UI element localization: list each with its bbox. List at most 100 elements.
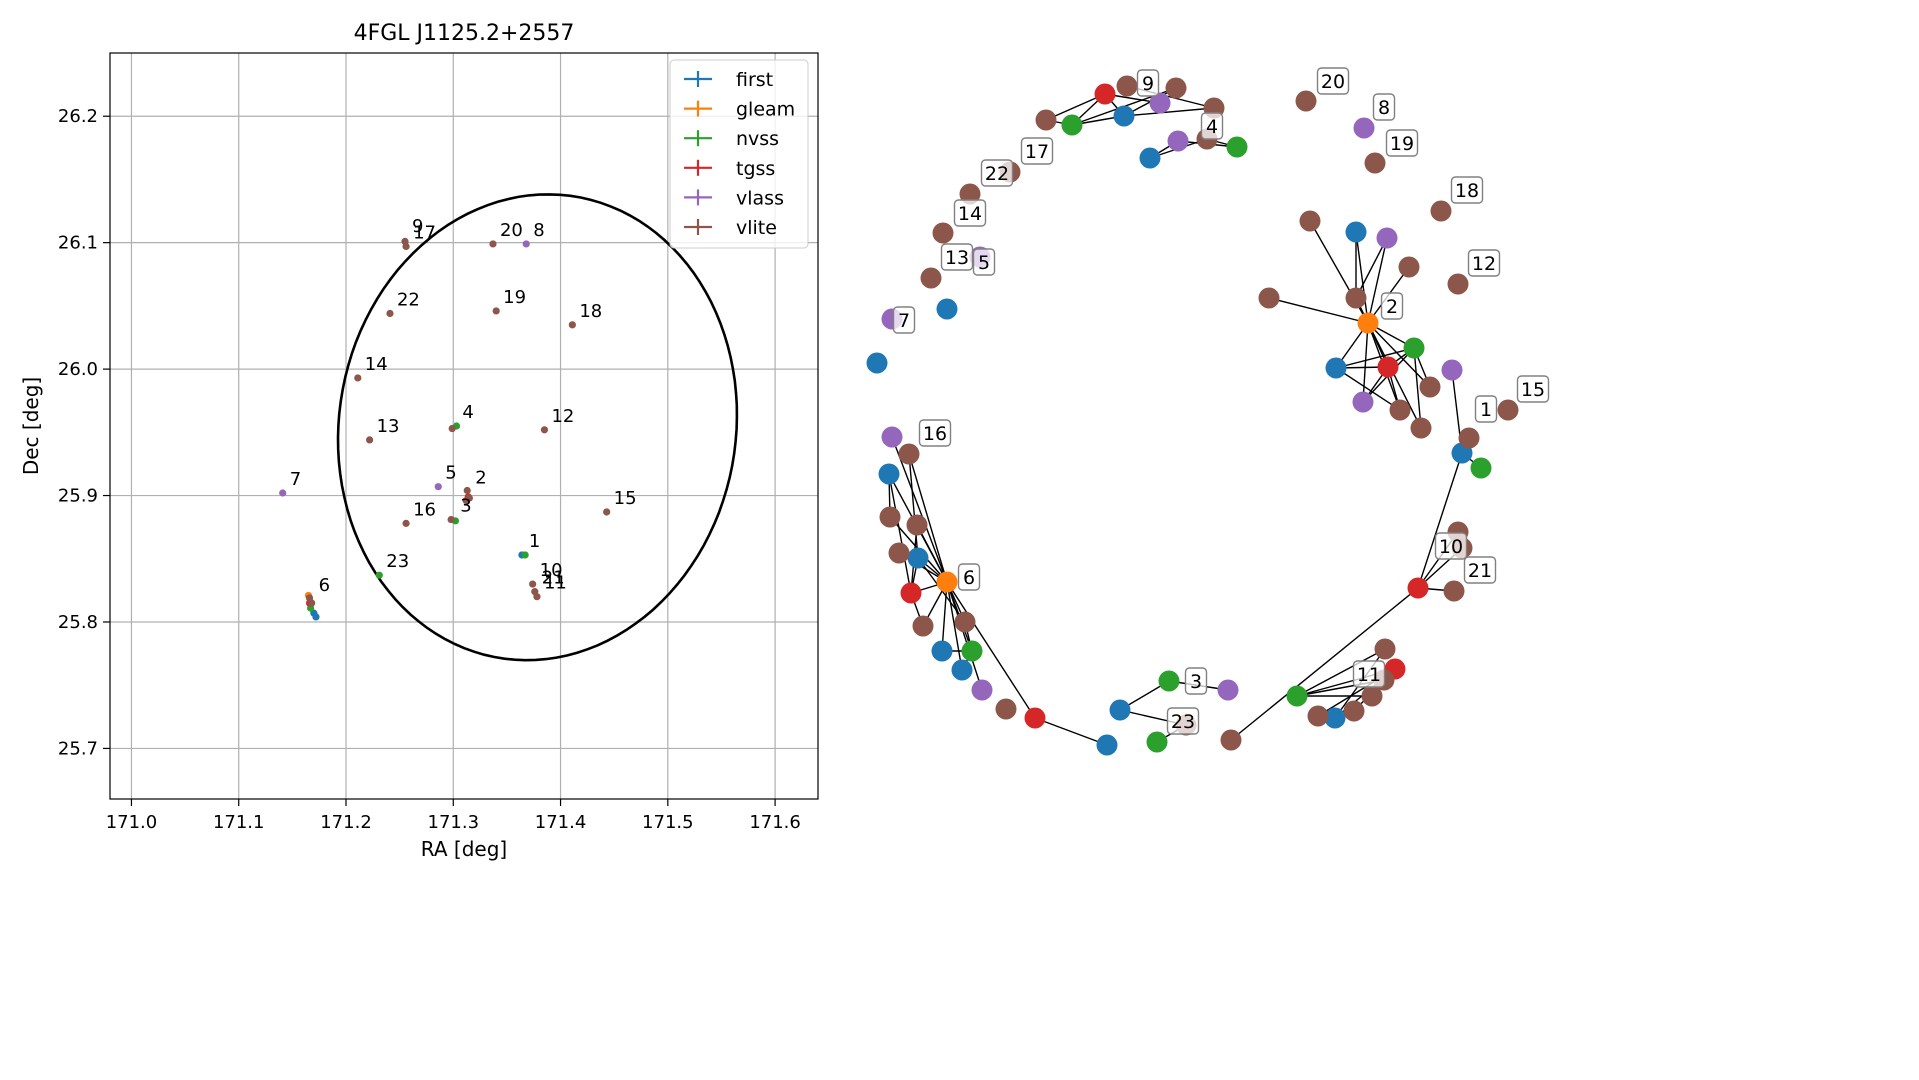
first-node [1096, 734, 1118, 756]
graph-edge [1123, 107, 1215, 117]
x-tick-label: 171.3 [428, 812, 480, 833]
point-label: 6 [319, 575, 330, 596]
graph-edge [1296, 648, 1386, 697]
vlite-point [529, 580, 537, 588]
vlite-node [1307, 705, 1329, 727]
point-label: 7 [290, 469, 301, 490]
tgss-node [1377, 356, 1399, 378]
node-label-box [1020, 137, 1054, 165]
node-label: 10 [1434, 532, 1468, 560]
node-label: 21 [1463, 556, 1497, 584]
first-node [936, 298, 958, 320]
first-node [951, 659, 973, 681]
node-label: 13 [940, 243, 974, 271]
x-tick-label: 171.5 [642, 812, 694, 833]
plot-frame [109, 52, 819, 800]
y-tick-label: 25.9 [58, 486, 98, 507]
graph-edge [1367, 322, 1431, 388]
graph-edge [888, 473, 912, 594]
vlite-node [1398, 256, 1420, 278]
node-label-box [1184, 667, 1208, 695]
node-label-box [1200, 112, 1224, 140]
point-label: 3 [460, 496, 471, 517]
vlite-point [603, 508, 611, 516]
point-label: 23 [386, 551, 409, 572]
y-axis-label: Dec [deg] [19, 377, 43, 475]
graph-edge [908, 453, 948, 583]
vlass-point [279, 489, 287, 497]
node-label-box [957, 563, 981, 591]
vlite-node [1410, 417, 1432, 439]
vlite-point [386, 309, 394, 318]
graph-edge [916, 524, 948, 583]
gleam-node [1357, 312, 1379, 334]
gleam-node [936, 571, 958, 593]
vlite-node [1035, 109, 1057, 131]
nvss-node [961, 640, 983, 662]
first-node [878, 463, 900, 485]
vlite-node [1374, 638, 1396, 660]
graph-edge [946, 581, 1036, 719]
node-label-text: 12 [1472, 253, 1496, 275]
vlite-node [959, 183, 981, 205]
x-tick-label: 171.0 [106, 812, 158, 833]
chart-title: 4FGL J1125.2+2557 [354, 21, 575, 46]
node-label: 2 [1380, 292, 1404, 320]
vlite-node [898, 443, 920, 465]
graph-edge [946, 581, 983, 691]
nvss-point [375, 571, 383, 579]
y-tick-label: 26.0 [58, 359, 98, 380]
vlite-point [568, 321, 576, 329]
vlass-node [1353, 117, 1375, 139]
vlite-point [465, 494, 473, 502]
vlass-node [1352, 391, 1374, 413]
vlite-point [489, 240, 497, 248]
point-label: 22 [397, 289, 420, 310]
y-tick-label: 25.8 [58, 612, 98, 633]
graph-edge [1417, 452, 1463, 589]
vlite-node [888, 542, 910, 564]
legend-entry-tgss: tgss [736, 158, 775, 180]
x-tick-label: 171.1 [213, 812, 265, 833]
point-label: 15 [614, 488, 637, 509]
vlite-node [1220, 729, 1242, 751]
node-label-text: 3 [1190, 671, 1202, 693]
vlite-node [879, 506, 901, 528]
x-tick-label: 171.2 [320, 812, 372, 833]
node-label: 22 [980, 159, 1014, 187]
tgss-node [1407, 577, 1429, 599]
point-label: 14 [365, 354, 388, 375]
vlite-node [1443, 580, 1465, 602]
vlite-node [1165, 77, 1187, 99]
graph-edge [1367, 237, 1388, 324]
point-label: 4 [462, 402, 473, 423]
node-label-box [918, 419, 952, 447]
legend: first gleam nvss tgss vlass vlite [669, 59, 809, 249]
node-label-text: 4 [1206, 116, 1218, 138]
node-label: 16 [918, 419, 952, 447]
node-label-text: 6 [963, 567, 975, 589]
nvss-node [1061, 114, 1083, 136]
vlite-point [366, 436, 374, 444]
first-node [931, 640, 953, 662]
node-label-text: 21 [1468, 560, 1492, 582]
node-label-text: 1 [1480, 399, 1492, 421]
first-node [1113, 105, 1135, 127]
vlite-point [447, 515, 455, 524]
node-label: 23 [1166, 707, 1200, 735]
node-label-box [1434, 532, 1468, 560]
node-label: 9 [1136, 69, 1160, 97]
node-label-box [1166, 707, 1200, 735]
node-label: 12 [1467, 249, 1501, 277]
node-label: 14 [953, 199, 987, 227]
point-label: 9 [412, 216, 423, 237]
node-label: 3 [1184, 667, 1208, 695]
legend-entry-vlass: vlass [736, 187, 784, 209]
graph-edge [1355, 231, 1369, 324]
node-label-text: 9 [1142, 73, 1154, 95]
node-label-text: 20 [1321, 71, 1345, 93]
node-label: 18 [1450, 176, 1484, 204]
node-label-text: 16 [923, 423, 947, 445]
